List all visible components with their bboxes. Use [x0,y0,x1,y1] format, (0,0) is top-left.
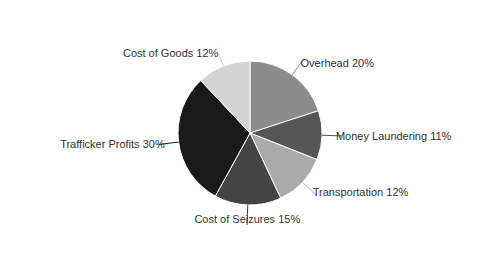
svg-text:Money Laundering 11%: Money Laundering 11% [336,130,452,142]
svg-text:Cost of Seizures 15%: Cost of Seizures 15% [194,213,300,225]
svg-text:Cost of Goods 12%: Cost of Goods 12% [123,47,219,59]
svg-text:Trafficker Profits 30%: Trafficker Profits 30% [60,138,165,150]
svg-text:Transportation 12%: Transportation 12% [313,186,409,198]
svg-text:Overhead 20%: Overhead 20% [301,57,375,69]
